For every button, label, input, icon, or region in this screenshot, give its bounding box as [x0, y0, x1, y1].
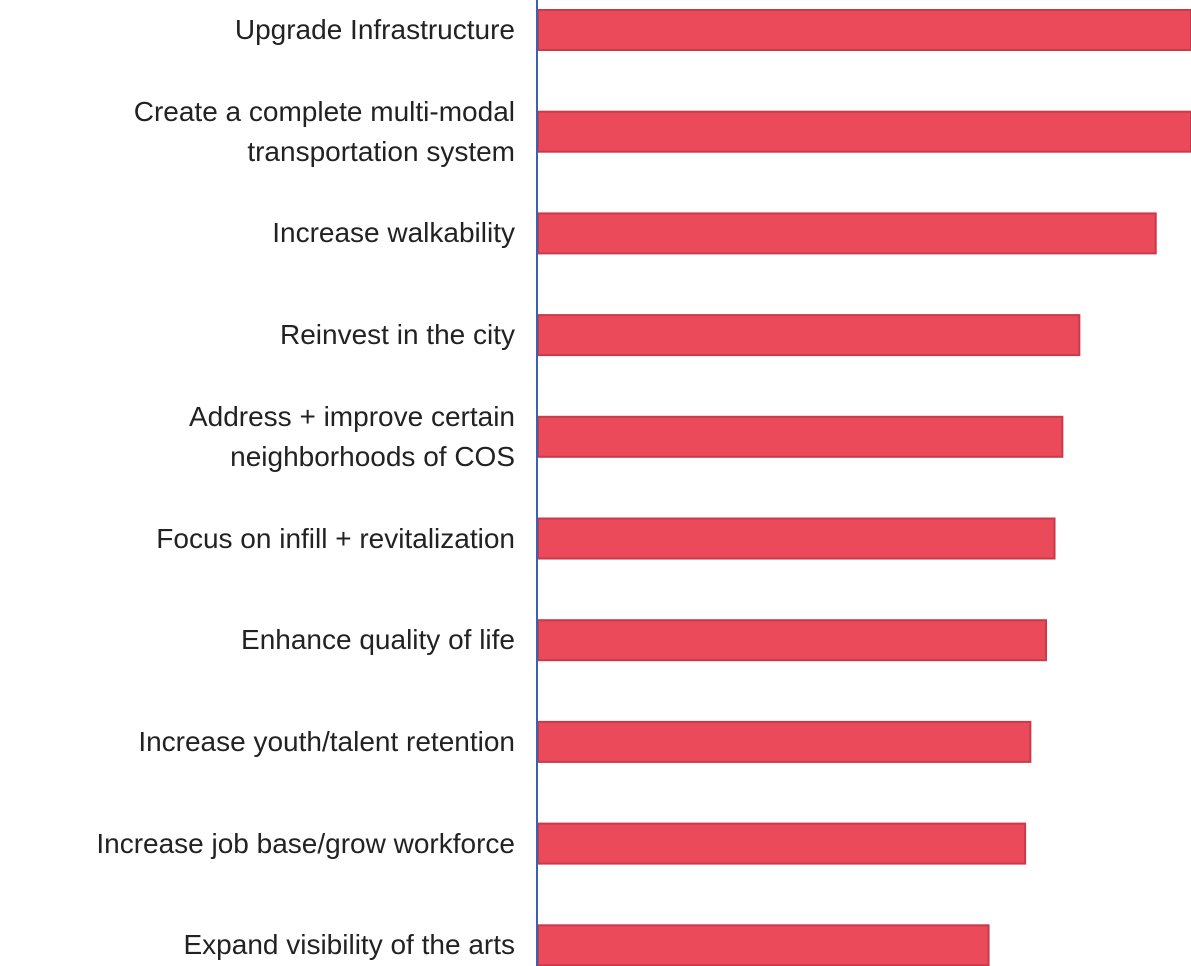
bar [537, 924, 990, 966]
category-label: Upgrade Infrastructure [234, 14, 515, 45]
bar [537, 517, 1056, 560]
category-label: Enhance quality of life [241, 624, 515, 656]
category-label: Create a complete multi-modal transporta… [133, 95, 515, 167]
bar [537, 9, 1191, 51]
bar [537, 822, 1027, 865]
category-label: Increase walkability [272, 217, 515, 249]
bar [537, 415, 1064, 458]
category-label: Address + improve certain neighborhoods … [188, 400, 515, 472]
category-label: Reinvest in the city [280, 319, 515, 351]
category-label: Increase job base/grow workforce [96, 827, 515, 859]
category-label: Expand visibility of the arts [183, 929, 516, 961]
category-label: Increase youth/talent retention [138, 725, 515, 757]
category-label: Focus on infill + revitalization [156, 522, 515, 554]
bar [537, 619, 1048, 662]
bar [537, 212, 1157, 255]
bar [537, 314, 1081, 357]
bar [537, 110, 1191, 153]
bar [537, 720, 1032, 763]
